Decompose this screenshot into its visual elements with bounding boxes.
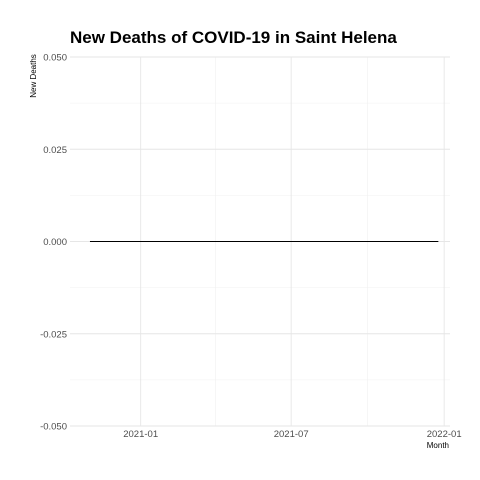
y-tick-label: 0.025 — [43, 145, 67, 156]
y-tick-labels: -0.050 -0.025 0.000 0.025 0.050 — [40, 53, 67, 433]
x-tick-label: 2021-07 — [274, 429, 309, 440]
x-tick-label: 2022-01 — [427, 429, 462, 440]
y-tick-label: -0.050 — [40, 422, 67, 433]
chart-title: New Deaths of COVID-19 in Saint Helena — [70, 28, 397, 47]
y-tick-label: -0.025 — [40, 329, 67, 340]
y-axis-label: New Deaths — [29, 54, 38, 98]
x-tick-labels: 2021-01 2021-07 2022-01 — [123, 429, 461, 440]
x-axis-label: Month — [427, 441, 449, 450]
y-tick-label: 0.050 — [43, 53, 67, 64]
x-tick-label: 2021-01 — [123, 429, 158, 440]
y-tick-label: 0.000 — [43, 237, 67, 248]
